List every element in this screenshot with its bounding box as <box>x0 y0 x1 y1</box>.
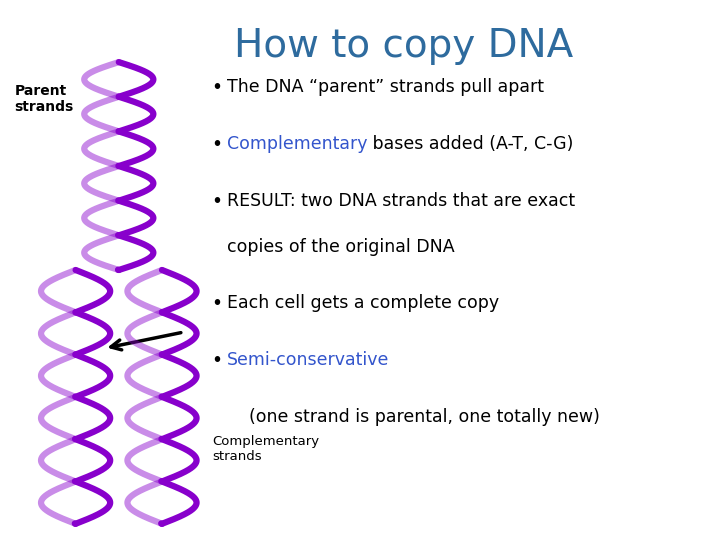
Text: Parent
strands: Parent strands <box>14 84 73 114</box>
Text: Semi-conservative: Semi-conservative <box>227 351 390 369</box>
Text: •: • <box>211 78 222 97</box>
Text: •: • <box>211 135 222 154</box>
Text: RESULT: two DNA strands that are exact: RESULT: two DNA strands that are exact <box>227 192 575 210</box>
Text: copies of the original DNA: copies of the original DNA <box>227 238 454 255</box>
Text: •: • <box>211 351 222 370</box>
Text: Each cell gets a complete copy: Each cell gets a complete copy <box>227 294 499 312</box>
Text: (one strand is parental, one totally new): (one strand is parental, one totally new… <box>227 408 600 426</box>
Text: Complementary: Complementary <box>227 135 367 153</box>
Text: •: • <box>211 192 222 211</box>
Text: •: • <box>211 294 222 313</box>
Text: bases added (A-T, C-G): bases added (A-T, C-G) <box>367 135 574 153</box>
Text: The DNA “parent” strands pull apart: The DNA “parent” strands pull apart <box>227 78 544 96</box>
Text: Complementary
strands: Complementary strands <box>212 435 320 463</box>
Text: How to copy DNA: How to copy DNA <box>233 27 573 65</box>
